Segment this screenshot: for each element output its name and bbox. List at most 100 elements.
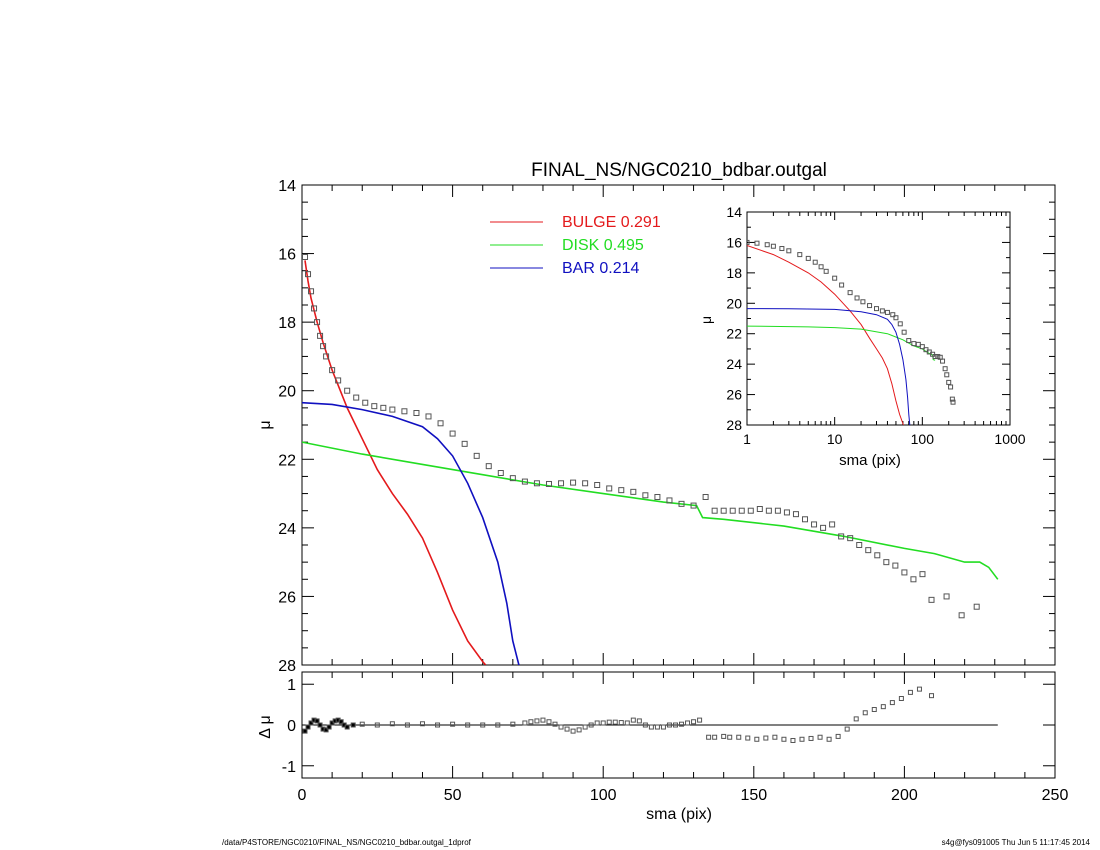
- y-tick-label: 20: [278, 384, 296, 401]
- observed-point: [509, 475, 516, 482]
- inset-series-line-bulge: [747, 245, 904, 425]
- observed-point: [413, 410, 420, 416]
- y-tick-label: 22: [278, 452, 296, 469]
- inset-observed-point: [949, 396, 955, 402]
- observed-point: [820, 524, 827, 531]
- inset-observed-point: [786, 248, 792, 254]
- inset-observed-point: [940, 358, 946, 364]
- inset-observed-point: [805, 255, 811, 261]
- series-line-disk: [302, 441, 999, 580]
- observed-point: [437, 420, 444, 427]
- inset-observed-point: [906, 338, 912, 344]
- residual-point: [317, 722, 323, 728]
- inset-x-axis-label: sma (pix): [839, 452, 901, 469]
- y-tick-label: 28: [278, 658, 296, 675]
- inset-observed-point: [832, 275, 838, 281]
- observed-point: [690, 502, 697, 509]
- inset-x-tick-label: 1000: [994, 431, 1025, 447]
- observed-point: [783, 509, 790, 516]
- observed-point: [943, 593, 950, 600]
- residual-point: [817, 734, 823, 740]
- observed-point: [314, 319, 321, 326]
- y-tick-label: 14: [278, 178, 296, 195]
- inset-y-tick-label: 20: [726, 295, 742, 311]
- observed-point: [630, 488, 637, 495]
- residual-point: [763, 735, 769, 741]
- inset-observed-point: [897, 321, 903, 327]
- inset-observed-point: [867, 303, 873, 309]
- main-y-axis-label: μ: [257, 420, 274, 429]
- residual-point: [808, 735, 814, 741]
- observed-point: [311, 305, 318, 312]
- residual-point: [672, 722, 678, 728]
- observed-point: [485, 463, 492, 470]
- observed-point: [910, 576, 917, 583]
- inset-observed-point: [884, 309, 890, 315]
- residual-point: [338, 719, 344, 725]
- residual-point: [302, 728, 308, 734]
- x-tick-label: 150: [740, 787, 767, 804]
- residual-point: [588, 722, 594, 728]
- observed-point: [425, 413, 432, 420]
- observed-point: [729, 507, 736, 514]
- observed-point: [401, 408, 408, 415]
- inset-observed-point: [890, 312, 896, 318]
- residual-point: [612, 719, 618, 725]
- y-tick-label: 24: [278, 521, 296, 538]
- inset-observed-point: [919, 344, 925, 350]
- inset-y-tick-label: 22: [726, 326, 742, 342]
- residual-point: [679, 721, 685, 727]
- inset-observed-point: [854, 295, 860, 301]
- inset-observed-point: [950, 399, 956, 405]
- residual-point: [660, 724, 666, 730]
- residual-point: [642, 722, 648, 728]
- main-profile-panel: FINAL_NS/NGC0210_bdbar.outgal 14 16 18 20 22…: [257, 160, 1056, 675]
- observed-point: [521, 478, 528, 485]
- inset-observed-point: [754, 240, 760, 246]
- residual-point: [450, 721, 456, 727]
- residual-point: [534, 718, 540, 724]
- observed-point: [449, 430, 456, 437]
- observed-point: [558, 480, 565, 487]
- observed-point: [747, 507, 754, 514]
- observed-point: [335, 377, 342, 384]
- residual-point: [721, 733, 727, 739]
- residual-point: [754, 736, 760, 742]
- inset-observed-point: [893, 315, 899, 321]
- footer-file-path: /data/P4STORE/NGC0210/FINAL_NS/NGC0210_b…: [222, 838, 471, 847]
- inset-observed-point: [944, 372, 950, 378]
- y-tick-label: 26: [278, 589, 296, 606]
- residual-point: [350, 722, 356, 728]
- inset-observed-point: [946, 379, 952, 385]
- legend: BULGE 0.291 DISK 0.495 BAR 0.214: [490, 214, 661, 277]
- observed-point: [323, 353, 330, 360]
- residual-point: [736, 734, 742, 740]
- residual-point: [916, 686, 922, 692]
- residual-point: [576, 727, 582, 733]
- residual-point: [630, 717, 636, 723]
- residual-point: [389, 721, 395, 727]
- observed-point: [973, 603, 980, 610]
- legend-entry-disk: DISK 0.495: [562, 237, 644, 254]
- residual-point: [552, 721, 558, 727]
- x-tick-label: 50: [444, 787, 462, 804]
- residual-point: [907, 689, 913, 695]
- x-tick-label: 100: [590, 787, 617, 804]
- residual-point: [344, 724, 350, 730]
- inset-y-tick-label: 16: [726, 234, 742, 250]
- observed-point: [582, 480, 589, 487]
- residual-point: [308, 720, 314, 726]
- residual-point: [540, 717, 546, 723]
- inset-observed-point: [847, 290, 853, 296]
- observed-point: [344, 387, 351, 394]
- observed-point: [461, 440, 468, 447]
- series-line-bulge: [304, 260, 487, 665]
- observed-point: [919, 571, 926, 578]
- residual-point: [419, 721, 425, 727]
- residual-point: [781, 736, 787, 742]
- observed-point: [720, 507, 727, 514]
- chart-title: FINAL_NS/NGC0210_bdbar.outgal: [531, 160, 827, 181]
- residual-point: [929, 693, 935, 699]
- observed-point: [892, 562, 899, 569]
